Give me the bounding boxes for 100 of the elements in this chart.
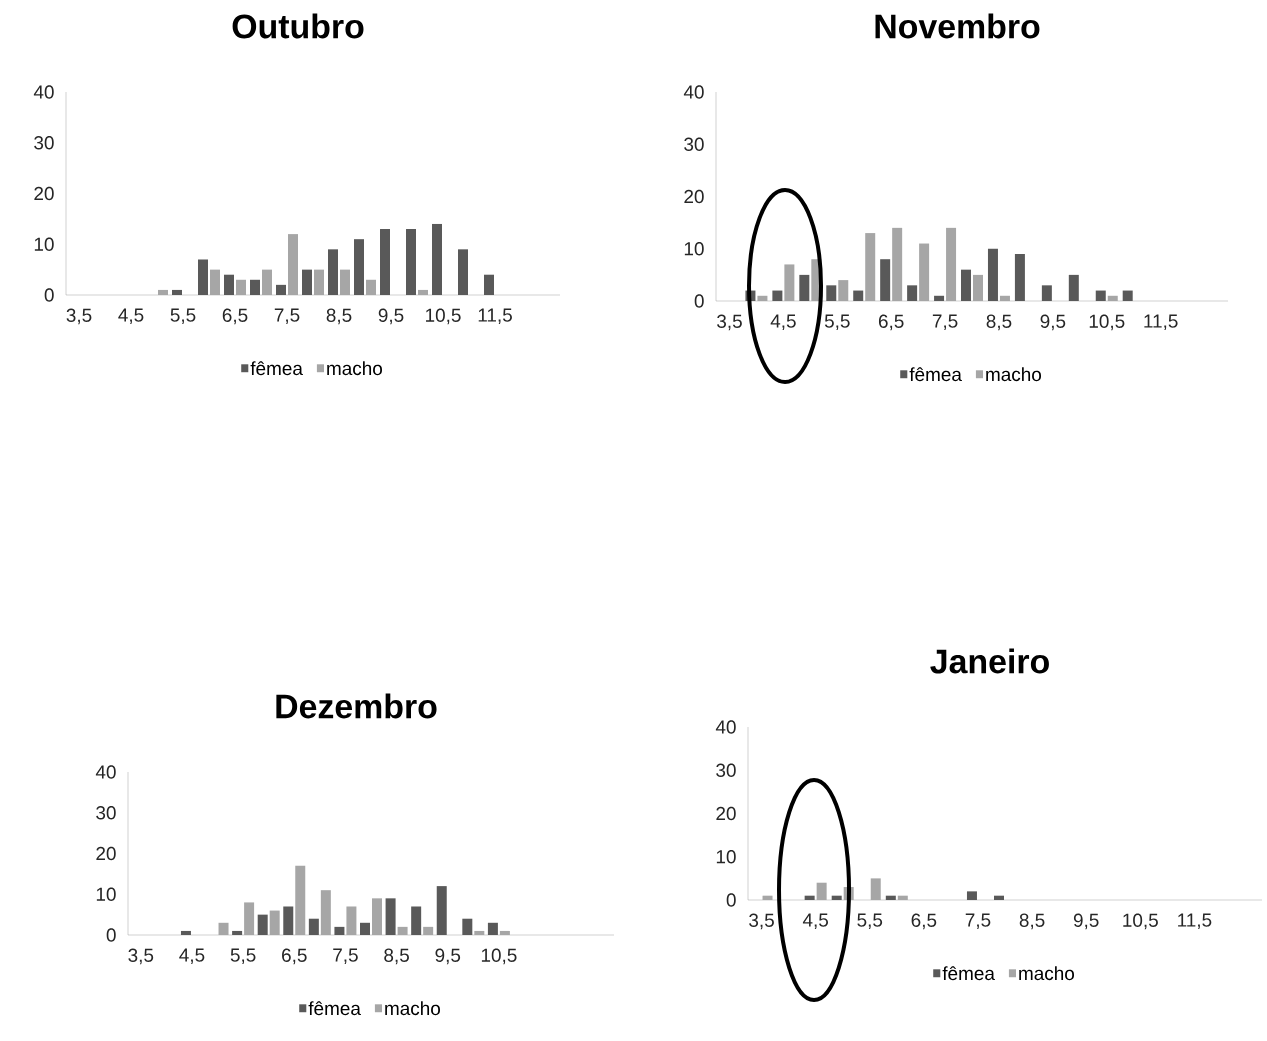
x-tick-label: 5,5 <box>824 314 850 330</box>
bar <box>474 930 485 936</box>
bar <box>372 898 382 936</box>
x-tick-label: 3,5 <box>128 948 154 965</box>
bar <box>385 898 396 936</box>
bar <box>210 269 220 295</box>
bar <box>406 229 417 295</box>
x-tick-label: 8,5 <box>384 948 409 965</box>
bar <box>892 227 903 301</box>
x-tick-label: 4,5 <box>770 314 796 330</box>
bar <box>283 906 294 936</box>
bar <box>961 269 972 301</box>
bar <box>762 895 773 901</box>
bar <box>366 279 376 295</box>
bar <box>880 259 891 301</box>
bar <box>1068 274 1079 301</box>
x-tick-label: 8,5 <box>1019 913 1045 930</box>
bar <box>966 891 977 901</box>
chart-title: Outubro <box>232 13 364 39</box>
bar <box>432 223 443 295</box>
x-tick-label: 6,5 <box>911 913 937 930</box>
bar <box>340 269 350 295</box>
bar <box>1107 295 1118 301</box>
bar <box>346 906 357 936</box>
x-tick-label: 3,5 <box>717 314 742 331</box>
bar <box>499 930 510 936</box>
x-tick-label: 3,5 <box>66 308 92 325</box>
x-tick-label: 10,5 <box>1123 913 1158 930</box>
x-tick-label: 11,5 <box>1178 913 1212 929</box>
bar <box>772 290 783 301</box>
y-tick-label: 30 <box>34 136 54 150</box>
bar <box>308 918 319 936</box>
legend-label: fêmea <box>250 361 303 376</box>
x-tick-label: 7,5 <box>274 308 300 324</box>
legend-label: macho <box>327 361 382 376</box>
bar <box>218 922 229 936</box>
bar <box>885 895 896 901</box>
x-tick-label: 4,5 <box>179 948 205 964</box>
y-tick-label: 0 <box>44 288 54 302</box>
bar <box>1041 285 1052 301</box>
y-tick-label: 0 <box>726 893 736 907</box>
bar <box>172 289 182 295</box>
y-tick-label: 0 <box>694 294 704 308</box>
x-tick-label: 9,5 <box>435 948 461 965</box>
chart-title: Janeiro <box>930 648 1049 674</box>
x-tick-label: 7,5 <box>333 948 358 964</box>
legend-label: fêmea <box>942 966 995 981</box>
y-tick-label: 0 <box>106 928 116 942</box>
bar <box>198 259 208 295</box>
bar <box>487 922 498 936</box>
y-tick-label: 20 <box>716 806 736 821</box>
bar <box>799 274 810 301</box>
bar <box>418 289 428 295</box>
y-tick-label: 40 <box>683 85 704 99</box>
bar <box>380 229 391 295</box>
x-tick-label: 6,5 <box>222 308 248 325</box>
x-tick-label: 4,5 <box>802 913 829 929</box>
y-tick-label: 30 <box>96 806 116 820</box>
x-tick-label: 9,5 <box>378 308 404 325</box>
x-tick-label: 10,5 <box>426 308 461 325</box>
bar <box>360 922 371 936</box>
bar <box>1014 253 1025 301</box>
x-tick-label: 7,5 <box>932 314 958 330</box>
bar <box>397 926 408 936</box>
bar <box>973 274 984 301</box>
chart-title: Dezembro <box>276 693 437 719</box>
bar <box>180 930 191 936</box>
bar <box>934 295 945 301</box>
bar <box>257 914 268 936</box>
bar <box>224 274 234 295</box>
x-tick-label: 7,5 <box>965 913 991 929</box>
bar <box>262 269 272 295</box>
x-tick-label: 5,5 <box>170 308 196 324</box>
y-tick-label: 20 <box>684 189 704 204</box>
bar <box>853 290 864 301</box>
x-tick-label: 3,5 <box>749 913 774 930</box>
bar <box>354 239 365 295</box>
x-tick-label: 11,5 <box>1144 314 1178 330</box>
bar <box>276 284 286 295</box>
bar <box>870 878 881 901</box>
legend-label: macho <box>385 1001 440 1016</box>
y-tick-label: 10 <box>716 850 736 864</box>
bar <box>757 295 768 301</box>
bar <box>987 248 998 301</box>
bar <box>484 274 495 295</box>
chart-title: Novembro <box>875 13 1040 39</box>
bar <box>436 886 447 936</box>
y-tick-label: 40 <box>95 765 116 779</box>
bar <box>250 279 260 295</box>
bar <box>458 249 469 295</box>
bar <box>826 285 837 301</box>
bar <box>999 295 1010 301</box>
bar <box>320 890 331 936</box>
x-tick-label: 9,5 <box>1040 314 1066 331</box>
bar <box>1122 290 1133 301</box>
bar <box>423 926 434 936</box>
bar <box>994 895 1005 901</box>
bar <box>784 264 795 301</box>
x-tick-label: 10,5 <box>1089 314 1125 331</box>
bar <box>838 280 849 301</box>
